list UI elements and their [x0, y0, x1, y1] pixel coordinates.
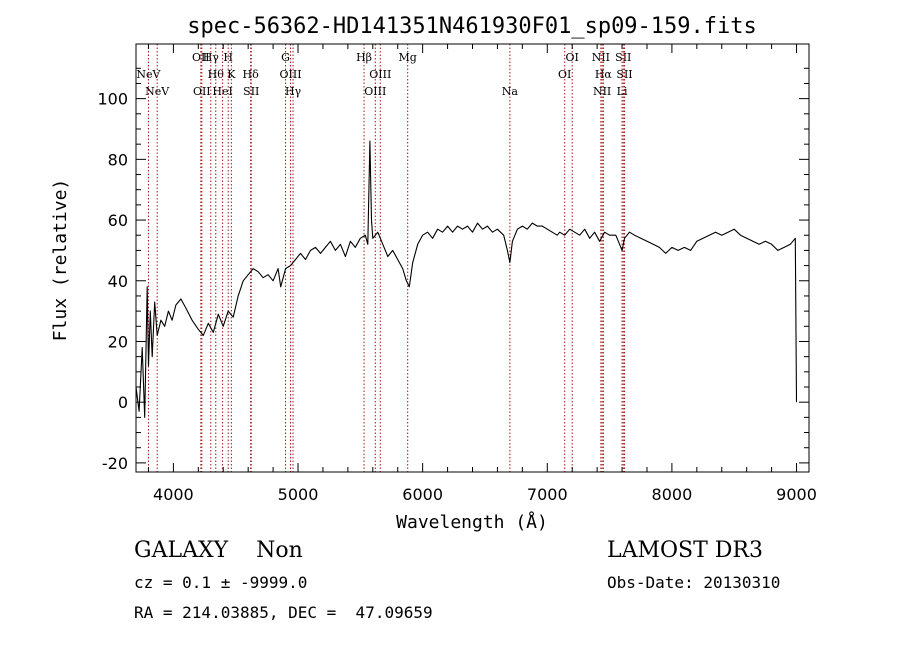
line-label-18: Na	[502, 85, 519, 98]
spectrum-series	[135, 140, 798, 418]
line-label-19: OI	[566, 51, 579, 64]
y-tick-label-5: 80	[108, 150, 128, 169]
line-label-8: K	[227, 68, 236, 81]
line-label-22: Hα	[595, 68, 613, 81]
line-label-12: OIII	[280, 68, 302, 81]
y-axis-label: Flux (relative)	[50, 179, 71, 342]
y-tick-label-6: 100	[97, 90, 128, 109]
line-label-9: Hδ	[243, 68, 260, 81]
line-label-7: HeI	[212, 85, 232, 98]
line-label-17: Mg	[399, 51, 417, 64]
line-label-16: OIII	[364, 85, 386, 98]
line-label-13: Hγ	[285, 85, 302, 98]
redshift-label: cz = 0.1 ± -9999.0	[134, 573, 308, 592]
x-tick-label-1: 5000	[278, 485, 319, 504]
line-label-10: SII	[243, 85, 259, 98]
plot-frame	[135, 43, 810, 473]
line-label-14: Hβ	[356, 51, 372, 64]
y-tick-label-0: -20	[102, 454, 128, 473]
x-axis-label: Wavelength (Å)	[396, 511, 548, 533]
line-label-21: NII	[592, 51, 610, 64]
line-label-15: OIII	[369, 68, 391, 81]
line-label-1: NeV	[145, 85, 170, 98]
line-label-2: OII	[192, 51, 210, 64]
line-label-24: SII	[615, 51, 631, 64]
line-label-0: NeV	[136, 68, 161, 81]
x-tick-label-4: 8000	[652, 485, 693, 504]
object-class-label: GALAXY Non	[134, 538, 303, 563]
x-tick-label-2: 6000	[402, 485, 443, 504]
spectrum-line-0	[135, 140, 798, 418]
x-tick-label-0: 4000	[153, 485, 194, 504]
survey-label: LAMOST DR3	[607, 538, 763, 563]
line-label-25: SII	[616, 68, 632, 81]
line-label-6: H	[223, 51, 233, 64]
y-tick-label-4: 60	[108, 211, 128, 230]
line-label-11: G	[281, 51, 290, 64]
line-label-23: NII	[593, 85, 611, 98]
y-tick-label-3: 40	[108, 272, 128, 291]
line-label-26: Li	[617, 85, 628, 98]
obs-date-label: Obs-Date: 20130310	[607, 573, 781, 592]
line-label-20: OI	[558, 68, 571, 81]
axis-ticks: 4000 5000 6000 7000 8000 9000 -20 0 20 40 60 80 100	[97, 44, 817, 504]
chart-title: spec-56362-HD141351N461930F01_sp09-159.f…	[187, 14, 757, 39]
line-label-5: Hθ	[208, 68, 225, 81]
x-tick-label-5: 9000	[776, 485, 817, 504]
y-tick-label-2: 20	[108, 332, 128, 351]
x-tick-label-3: 7000	[527, 485, 568, 504]
line-label-4: Hγ	[203, 51, 220, 64]
y-tick-label-1: 0	[118, 393, 128, 412]
line-label-3: OII	[193, 85, 211, 98]
coordinates-label: RA = 214.03885, DEC = 47.09659	[134, 603, 433, 622]
